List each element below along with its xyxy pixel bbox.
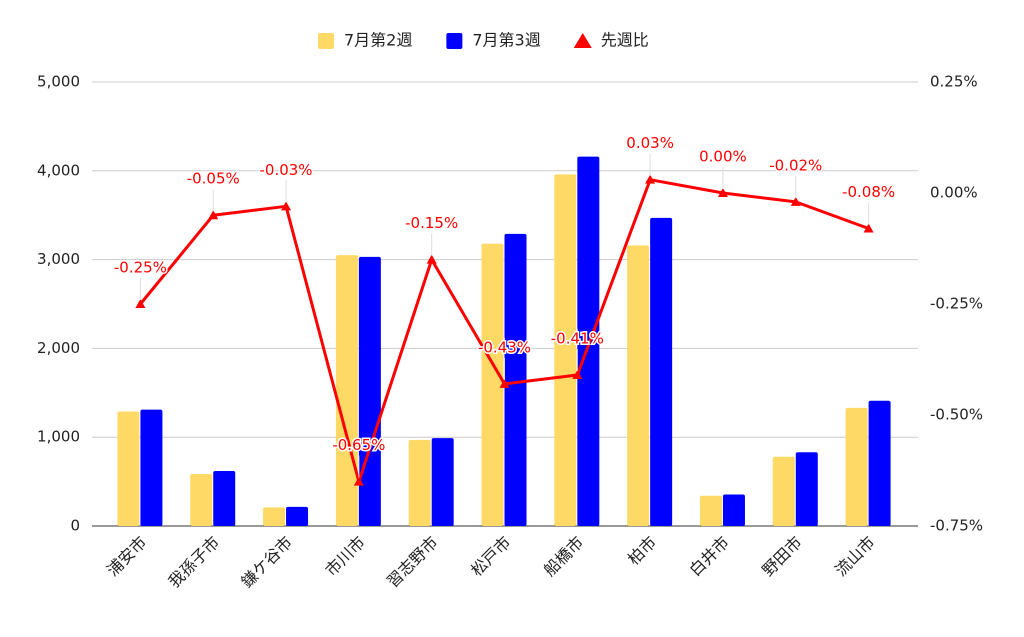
line-marker bbox=[426, 254, 437, 264]
legend-swatch bbox=[573, 33, 592, 48]
y-tick-label: 4,000 bbox=[37, 161, 80, 179]
bar bbox=[213, 470, 236, 526]
legend-label: 7月第2週 bbox=[344, 31, 412, 50]
bar bbox=[431, 438, 454, 526]
data-label: -0.25% bbox=[114, 259, 167, 277]
bar bbox=[772, 456, 795, 526]
line-marker bbox=[717, 188, 728, 197]
line-marker bbox=[863, 223, 874, 233]
y2-tick-label: -0.25% bbox=[930, 295, 983, 313]
legend-label: 先週比 bbox=[601, 31, 649, 50]
y-tick-label: 5,000 bbox=[37, 73, 80, 91]
data-label: -0.02% bbox=[769, 156, 822, 174]
x-tick-label: 野田市 bbox=[758, 533, 805, 580]
line-marker bbox=[135, 299, 146, 308]
bar bbox=[554, 174, 577, 527]
bar bbox=[627, 245, 650, 526]
data-label: 0.03% bbox=[626, 134, 674, 152]
line-marker bbox=[645, 174, 656, 184]
bar bbox=[190, 474, 213, 526]
line-marker bbox=[208, 210, 219, 220]
x-tick-label: 鎌ケ谷市 bbox=[237, 533, 296, 592]
data-label: -0.41% bbox=[551, 330, 604, 348]
line-marker bbox=[499, 378, 510, 388]
y2-tick-label: 0.25% bbox=[930, 73, 978, 91]
data-label: -0.03% bbox=[260, 161, 313, 179]
line-marker bbox=[281, 201, 292, 211]
bar bbox=[117, 411, 140, 526]
x-tick-label: 柏市 bbox=[624, 533, 660, 569]
bar bbox=[481, 243, 504, 526]
x-tick-label: 我孫子市 bbox=[165, 533, 224, 592]
line-marker bbox=[572, 370, 583, 380]
data-label: -0.43% bbox=[478, 338, 531, 356]
data-label: 0.00% bbox=[699, 148, 747, 166]
bar bbox=[650, 217, 673, 526]
line-marker bbox=[353, 476, 364, 486]
y-tick-label: 0 bbox=[70, 517, 80, 535]
bar bbox=[845, 407, 868, 526]
y2-tick-label: 0.00% bbox=[930, 184, 978, 202]
data-label: -0.08% bbox=[842, 183, 895, 201]
x-tick-label: 白井市 bbox=[686, 533, 733, 580]
legend-swatch bbox=[318, 33, 334, 49]
data-label: -0.15% bbox=[405, 214, 458, 232]
x-tick-label: 船橋市 bbox=[540, 533, 587, 580]
x-tick-label: 浦安市 bbox=[103, 533, 150, 580]
y-tick-label: 2,000 bbox=[37, 339, 80, 357]
bar bbox=[408, 439, 431, 526]
legend-label: 7月第3週 bbox=[472, 31, 540, 50]
y-tick-label: 1,000 bbox=[37, 428, 80, 446]
legend-swatch bbox=[446, 33, 463, 49]
line-marker bbox=[790, 196, 801, 206]
bar bbox=[358, 256, 381, 526]
bar bbox=[795, 452, 818, 526]
y2-tick-label: -0.50% bbox=[930, 406, 983, 424]
bar bbox=[504, 233, 527, 526]
bar bbox=[699, 495, 722, 526]
x-tick-label: 松戸市 bbox=[467, 533, 514, 580]
y2-tick-label: -0.75% bbox=[930, 517, 983, 535]
bar bbox=[722, 494, 745, 526]
x-tick-label: 習志野市 bbox=[383, 533, 442, 592]
x-tick-label: 市川市 bbox=[321, 533, 368, 580]
bar bbox=[868, 400, 891, 526]
bar bbox=[286, 506, 309, 526]
bar bbox=[140, 409, 163, 526]
data-label: -0.65% bbox=[332, 436, 385, 454]
y-tick-label: 3,000 bbox=[37, 250, 80, 268]
x-tick-label: 流山市 bbox=[831, 533, 878, 580]
bar bbox=[263, 507, 286, 526]
data-label: -0.05% bbox=[187, 170, 240, 188]
